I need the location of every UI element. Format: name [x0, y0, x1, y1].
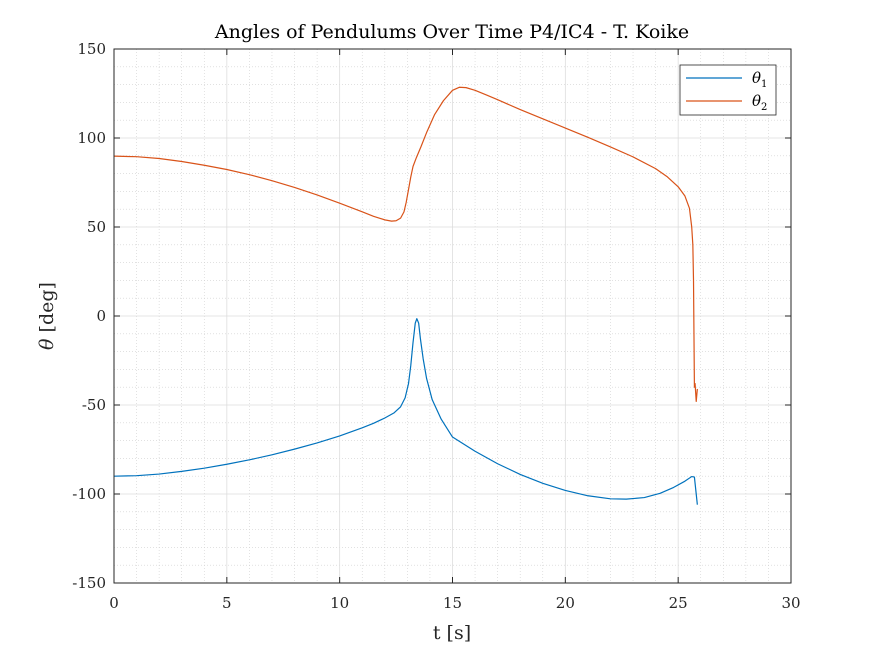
x-tick-label: 15: [443, 594, 462, 612]
y-tick-label: -50: [82, 396, 106, 414]
y-tick-label: 150: [77, 40, 106, 58]
y-tick-label: 100: [77, 129, 106, 147]
x-axis-title: t [s]: [433, 622, 471, 644]
y-axis-unit: [deg]: [36, 282, 58, 332]
y-tick-labels: -150 -100 -50 0 50 100 150: [72, 40, 106, 592]
legend-label-theta2: θ2: [752, 92, 767, 113]
series-line-theta1: [113, 318, 698, 505]
x-tick-label: 0: [109, 594, 119, 612]
y-tick-label: 0: [96, 307, 106, 325]
legend-label-theta1: θ1: [752, 69, 767, 90]
series-layer: [113, 86, 698, 505]
y-axis-symbol: θ: [36, 338, 58, 350]
y-tick-label: -100: [72, 485, 106, 503]
legend-subscript-theta1: 1: [761, 79, 767, 90]
legend-box: [679, 64, 777, 116]
x-tick-label: 25: [669, 594, 688, 612]
y-tick-label: 50: [87, 218, 106, 236]
chart-title: Angles of Pendulums Over Time P4/IC4 - T…: [214, 21, 689, 43]
y-axis-title: θ [deg]: [36, 282, 58, 350]
x-tick-label: 30: [781, 594, 800, 612]
series-line-theta2: [113, 86, 698, 403]
legend: θ1 θ2: [679, 64, 777, 116]
x-tick-label: 5: [222, 594, 232, 612]
axis-ticks: [113, 48, 792, 584]
legend-subscript-theta2: 2: [761, 102, 767, 113]
legend-symbol-theta1: θ: [752, 69, 761, 87]
x-tick-label: 10: [330, 594, 349, 612]
x-tick-labels: 0 5 10 15 20 25 30: [109, 594, 800, 612]
legend-symbol-theta2: θ: [752, 92, 761, 110]
y-tick-label: -150: [72, 574, 106, 592]
x-tick-label: 20: [556, 594, 575, 612]
